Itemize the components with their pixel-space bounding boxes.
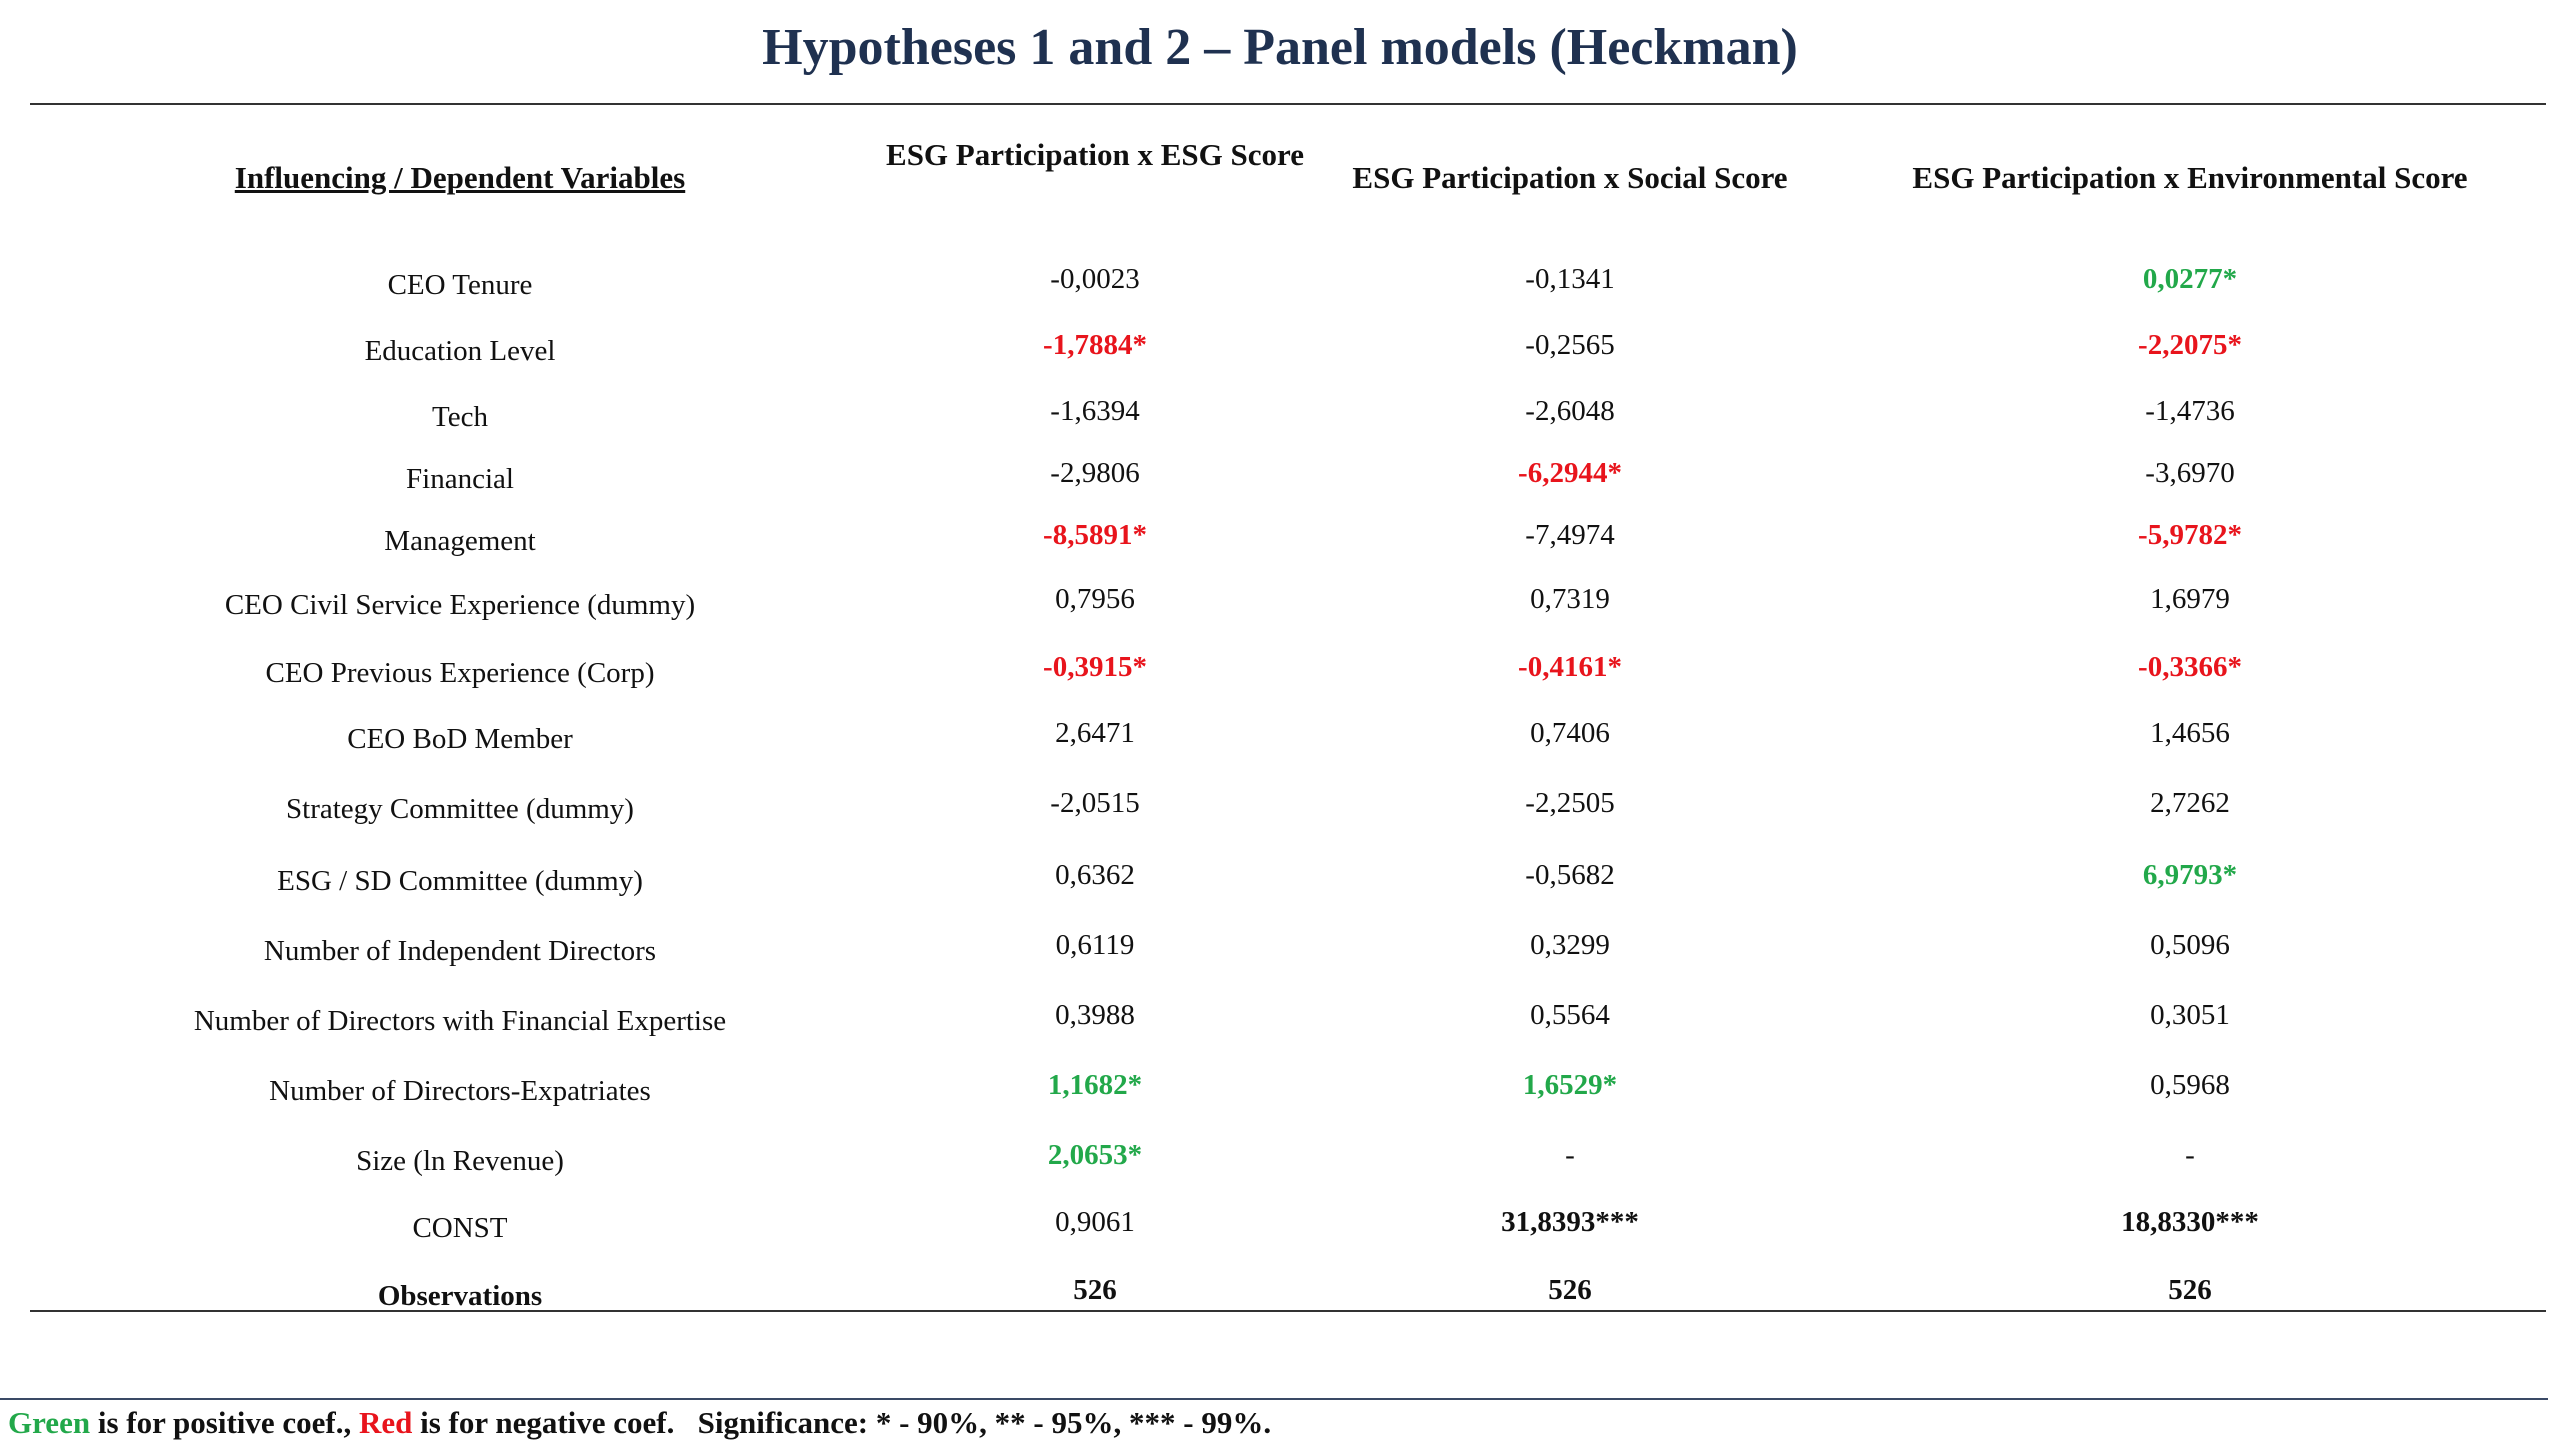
row-label: Strategy Committee (dummy) [286, 793, 634, 825]
coef-cell-social: -2,2505 [1525, 787, 1615, 819]
table-row: Number of Directors with Financial Exper… [0, 993, 2560, 1037]
coef-cell-environmental: 526 [2168, 1274, 2212, 1306]
coef-cell-social: - [1565, 1139, 1575, 1171]
coef-cell-environmental: -5,9782* [2138, 519, 2242, 551]
coef-cell-esg: 1,1682* [1047, 1069, 1143, 1101]
coef-cell-esg: 2,0653* [1047, 1139, 1143, 1171]
row-label: Size (ln Revenue) [356, 1145, 564, 1177]
row-label: CEO Civil Service Experience (dummy) [224, 589, 696, 621]
coef-cell-environmental: 1,4656 [2150, 717, 2230, 749]
legend-red-word: Red [358, 1405, 413, 1440]
footer-rule [0, 1398, 2548, 1400]
row-label: Number of Directors-Expatriates [269, 1075, 651, 1107]
table-row: Education Level -1,7884* -0,2565 -2,2075* [0, 323, 2560, 367]
coef-cell-social: -6,2944* [1518, 457, 1622, 489]
table-row: ESG / SD Committee (dummy) 0,6362 -0,5682 6… [0, 853, 2560, 897]
coef-cell-esg: 2,6471 [1055, 717, 1135, 749]
coef-cell-social: 1,6529* [1522, 1069, 1618, 1101]
legend-green-text: is for positive coef., [90, 1405, 359, 1440]
table-row: Number of Independent Directors 0,6119 0,3… [0, 923, 2560, 967]
coef-cell-environmental: 18,8330*** [2121, 1206, 2259, 1238]
coef-cell-social: 0,7406 [1530, 717, 1610, 749]
legend-red-text: is for negative coef. [412, 1405, 675, 1440]
row-label: Management [384, 525, 536, 557]
coef-cell-environmental: 2,7262 [2150, 787, 2230, 819]
coef-cell-social: -0,2565 [1525, 329, 1615, 361]
coef-cell-esg: -1,6394 [1050, 395, 1140, 427]
header-esg-score: ESG Participation x ESG Score [886, 137, 1304, 172]
coef-cell-environmental: -2,2075* [2138, 329, 2242, 361]
table-row: Strategy Committee (dummy) -2,0515 -2,2505… [0, 781, 2560, 825]
coef-cell-social: 0,7319 [1530, 583, 1610, 615]
bottom-rule [30, 1310, 2546, 1312]
table-row: CEO BoD Member 2,6471 0,7406 1,4656 [0, 711, 2560, 755]
row-label: CEO Previous Experience (Corp) [265, 657, 655, 689]
legend-green-word: Green [8, 1405, 91, 1440]
coef-cell-social: 0,5564 [1530, 999, 1610, 1031]
coef-cell-esg: -8,5891* [1043, 519, 1147, 551]
coef-cell-esg: 0,9061 [1055, 1206, 1135, 1238]
coef-cell-social: -0,5682 [1525, 859, 1615, 891]
coef-cell-esg: -2,0515 [1050, 787, 1140, 819]
coef-cell-esg: -2,9806 [1050, 457, 1140, 489]
header-environmental-score: ESG Participation x Environmental Score [1912, 160, 2468, 195]
row-label: ESG / SD Committee (dummy) [277, 865, 643, 897]
coef-cell-social: 31,8393*** [1501, 1206, 1639, 1238]
coef-cell-social: 0,3299 [1530, 929, 1610, 961]
table-row: Number of Directors-Expatriates 1,1682* 1,… [0, 1063, 2560, 1107]
table-row: CEO Civil Service Experience (dummy) 0,79… [0, 577, 2560, 621]
coef-cell-esg: 0,3988 [1055, 999, 1135, 1031]
row-label: Education Level [364, 335, 556, 367]
table-row: CEO Previous Experience (Corp) -0,3915* -0… [0, 645, 2560, 689]
table-row: CONST 0,9061 31,8393*** 18,8330*** [0, 1200, 2560, 1244]
coef-cell-esg: 526 [1073, 1274, 1117, 1306]
page-title: Hypotheses 1 and 2 – Panel models (Heckm… [762, 19, 1798, 76]
table-row: CEO Tenure -0,0023 -0,1341 0,0277* [0, 257, 2560, 301]
coef-cell-environmental: 1,6979 [2150, 583, 2230, 615]
legend-significance: Significance: * - 90%, ** - 95%, *** - 9… [697, 1405, 1272, 1440]
coef-cell-esg: -0,0023 [1050, 263, 1140, 295]
coef-cell-environmental: -0,3366* [2138, 651, 2242, 683]
coef-cell-environmental: 0,5096 [2150, 929, 2230, 961]
coef-cell-esg: 0,7956 [1055, 583, 1135, 615]
coef-cell-esg: -1,7884* [1043, 329, 1147, 361]
table-row: Observations 526 526 526 [0, 1268, 2560, 1312]
coef-cell-social: -7,4974 [1525, 519, 1615, 551]
coef-cell-environmental: - [2185, 1139, 2195, 1171]
row-label: Tech [432, 401, 488, 433]
coef-cell-social: -2,6048 [1525, 395, 1615, 427]
row-label: CEO Tenure [387, 269, 533, 301]
table-row: Size (ln Revenue) 2,0653* - - [0, 1133, 2560, 1177]
row-label: Number of Directors with Financial Exper… [193, 1005, 727, 1037]
header-social-score: ESG Participation x Social Score [1352, 160, 1788, 195]
row-label: Observations [377, 1280, 543, 1312]
coef-cell-social: -0,1341 [1525, 263, 1615, 295]
table-row: Management -8,5891* -7,4974 -5,9782* [0, 513, 2560, 557]
coef-cell-environmental: 0,5968 [2150, 1069, 2230, 1101]
coef-cell-social: -0,4161* [1518, 651, 1622, 683]
row-label: CEO BoD Member [347, 723, 573, 755]
coef-cell-social: 526 [1548, 1274, 1592, 1306]
table-row: Financial -2,9806 -6,2944* -3,6970 [0, 451, 2560, 495]
header-variables: Influencing / Dependent Variables [234, 160, 686, 195]
coef-cell-environmental: 0,3051 [2150, 999, 2230, 1031]
coef-cell-environmental: 6,9793* [2142, 859, 2238, 891]
row-label: CONST [412, 1212, 508, 1244]
footer-legend: Green is for positive coef., Red is for … [8, 1403, 1271, 1443]
row-label: Financial [406, 463, 514, 495]
row-label: Number of Independent Directors [263, 935, 657, 967]
top-rule [30, 103, 2546, 105]
coef-cell-esg: -0,3915* [1043, 651, 1147, 683]
coef-cell-esg: 0,6119 [1055, 929, 1135, 961]
coef-cell-environmental: -3,6970 [2145, 457, 2235, 489]
table-row: Tech -1,6394 -2,6048 -1,4736 [0, 389, 2560, 433]
coef-cell-environmental: -1,4736 [2145, 395, 2235, 427]
coef-cell-environmental: 0,0277* [2142, 263, 2238, 295]
coef-cell-esg: 0,6362 [1055, 859, 1135, 891]
